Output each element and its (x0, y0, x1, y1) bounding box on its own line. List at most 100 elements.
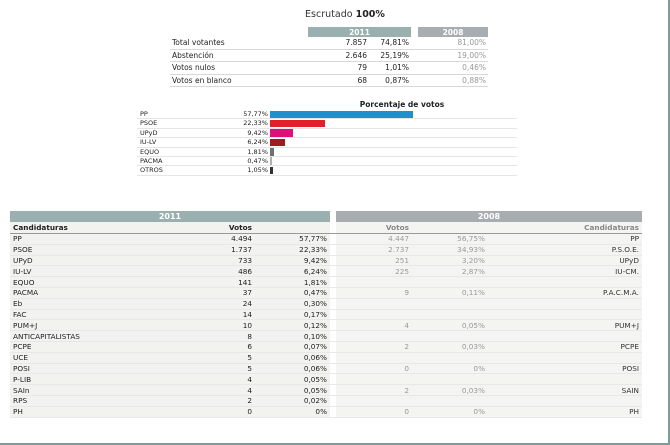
votes-2008: 4 (336, 319, 412, 331)
table-row: P-LIB 4 0,05% (10, 373, 642, 385)
party-name-2011: FAC (10, 309, 180, 320)
pct-2008: 0,03% (412, 341, 488, 353)
table-row: PSOE 1.737 22,33% 2.737 34,93% P.S.O.E. (10, 244, 642, 256)
party-name-2008 (488, 298, 642, 310)
chart-category-label: UPyD (140, 128, 158, 137)
pct-2011: 0,30% (255, 298, 330, 310)
party-name-2011: RPS (10, 395, 180, 407)
votes-2011: 2 (180, 395, 255, 407)
votes-2008 (336, 330, 412, 342)
votes-2011: 733 (180, 255, 255, 266)
party-name-2011: ANTICAPITALISTAS (10, 330, 180, 342)
party-name-2011: PCPE (10, 341, 180, 353)
escrutado-status: Escrutado 100% (260, 9, 430, 20)
party-name-2011: UPyD (10, 255, 180, 266)
pct-2008: 0,03% (412, 384, 488, 396)
summary-pct-2008: 0,88% (418, 74, 488, 87)
pct-2011: 0,17% (255, 309, 330, 320)
chart-bar (270, 138, 286, 147)
summary-votes: 68 (308, 74, 369, 87)
votes-2011: 6 (180, 341, 255, 353)
party-name-2008: POSI (488, 363, 642, 374)
summary-year-2008: 2008 (418, 27, 488, 37)
results-table: 2011 2008 Candidaturas Votos Votos Candi… (10, 211, 642, 418)
pct-2011: 0% (255, 406, 330, 418)
pct-2011: 0,05% (255, 384, 330, 396)
votes-2011: 4 (180, 373, 255, 385)
pct-2008 (412, 352, 488, 364)
summary-row: Votos nulos 79 1,01% 0,46% (170, 61, 488, 75)
chart-bar (270, 119, 326, 128)
results-table-container: 2011 2008 Candidaturas Votos Votos Candi… (10, 211, 642, 418)
col-candidaturas-2011: Candidaturas (10, 222, 180, 234)
table-row: EQUO 141 1,81% (10, 276, 642, 288)
chart-category-label: PP (140, 110, 148, 118)
party-name-2008: P.A.C.M.A. (488, 287, 642, 299)
votes-2011: 1.737 (180, 244, 255, 256)
table-row: PP 4.494 57,77% 4.447 56,75% PP (10, 233, 642, 245)
pct-2011: 6,24% (255, 265, 330, 277)
pct-2011: 0,47% (255, 287, 330, 299)
party-name-2008 (488, 373, 642, 385)
table-row: ANTICAPITALISTAS 8 0,10% (10, 330, 642, 342)
votes-2011: 5 (180, 352, 255, 364)
summary-row: Total votantes 7.857 74,81% 81,00% (170, 37, 488, 50)
pct-2008: 0,05% (412, 319, 488, 331)
chart-category-label: PACMA (140, 156, 163, 165)
party-name-2011: Eb (10, 298, 180, 310)
chart-value-label: 22,33% (243, 119, 268, 128)
party-name-2008: UPyD (488, 255, 642, 266)
votes-2008 (336, 298, 412, 310)
summary-row: Votos en blanco 68 0,87% 0,88% (170, 74, 488, 87)
table-row: UPyD 733 9,42% 251 3,20% UPyD (10, 255, 642, 266)
chart-value-label: 6,24% (247, 138, 268, 147)
results-year-2011: 2011 (10, 211, 330, 222)
pct-2008 (412, 373, 488, 385)
party-name-2008: PUM+J (488, 319, 642, 331)
col-candidaturas-2008: Candidaturas (488, 222, 642, 234)
votes-2011: 37 (180, 287, 255, 299)
pct-2011: 0,07% (255, 341, 330, 353)
chart-row: PP 57,77% (137, 110, 517, 120)
chart-bar (270, 110, 413, 118)
summary-pct: 1,01% (369, 61, 411, 75)
escrutado-value: 100% (355, 9, 385, 20)
votes-2011: 8 (180, 330, 255, 342)
summary-year-2011: 2011 (308, 27, 411, 37)
chart-row: UPyD 9,42% (137, 128, 517, 139)
party-name-2011: POSI (10, 363, 180, 374)
results-year-2008: 2008 (336, 211, 642, 222)
party-name-2008 (488, 352, 642, 364)
votes-2011: 5 (180, 363, 255, 374)
chart-row: EQUO 1,81% (137, 148, 517, 157)
vote-percentage-chart: Porcentaje de votos PP 57,77% PSOE 22,33% UP… (137, 100, 517, 184)
pct-2011: 0,05% (255, 373, 330, 385)
chart-category-label: OTROS (140, 166, 163, 175)
col-votos-2008: Votos (336, 222, 412, 234)
party-name-2008: PH (488, 406, 642, 418)
pct-2008: 56,75% (412, 233, 488, 245)
chart-value-label: 9,42% (247, 128, 268, 137)
summary-row: Abstención 2.646 25,19% 19,00% (170, 49, 488, 62)
table-row: SAIn 4 0,05% 2 0,03% SAIN (10, 384, 642, 396)
pct-2011: 9,42% (255, 255, 330, 266)
chart-title: Porcentaje de votos (359, 100, 445, 109)
table-row: PUM+J 10 0,12% 4 0,05% PUM+J (10, 319, 642, 331)
chart-value-label: 57,77% (243, 110, 268, 118)
pct-2008: 0% (412, 363, 488, 374)
chart-bar (270, 166, 273, 175)
summary-votes: 2.646 (308, 49, 369, 62)
votes-2011: 4 (180, 384, 255, 396)
chart-bar (270, 148, 275, 156)
votes-2011: 4.494 (180, 233, 255, 245)
pct-2011: 0,10% (255, 330, 330, 342)
votes-2011: 0 (180, 406, 255, 418)
pct-2011: 57,77% (255, 233, 330, 245)
summary-pct-2008: 19,00% (418, 49, 488, 62)
party-name-2008 (488, 395, 642, 407)
chart-value-label: 0,47% (247, 156, 268, 165)
table-row: POSI 5 0,06% 0 0% POSI (10, 363, 642, 374)
summary-label: Votos en blanco (170, 74, 308, 87)
pct-2008 (412, 395, 488, 407)
chart-category-label: IU-LV (140, 138, 157, 147)
